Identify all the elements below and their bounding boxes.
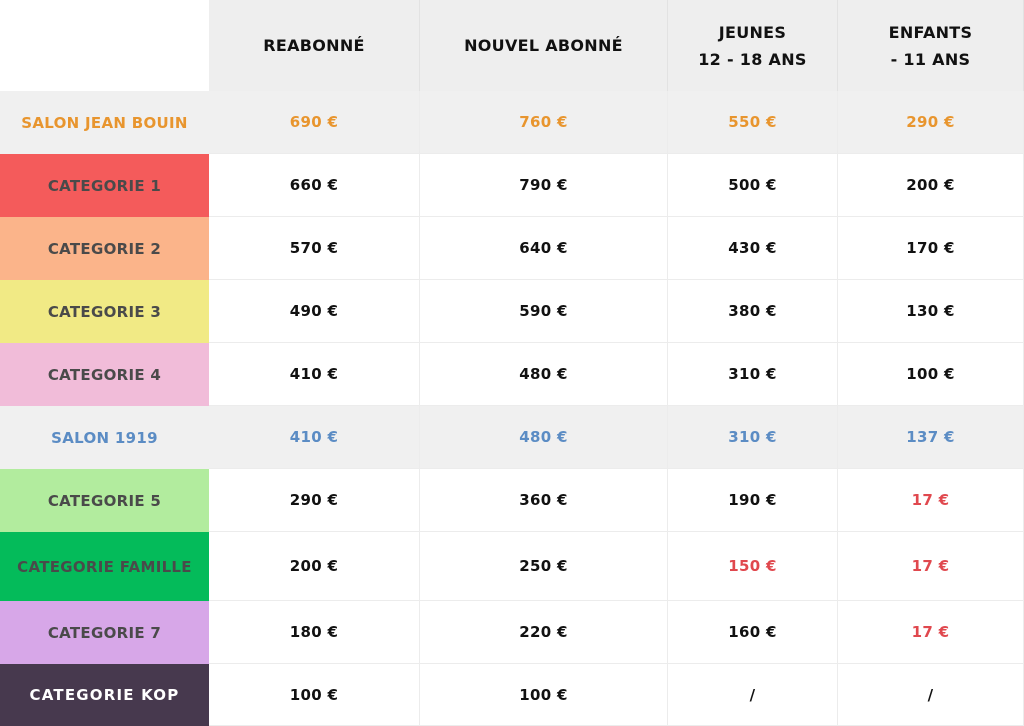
row-label-categorie-1: CATEGORIE 1 — [0, 154, 209, 217]
price-jeunes: 430 € — [668, 217, 838, 280]
row-label-categorie-kop: CATEGORIE KOP — [0, 664, 209, 726]
price-enfants: / — [838, 664, 1024, 726]
price-reabonne: 100 € — [209, 664, 420, 726]
price-nouvel-abonne: 640 € — [420, 217, 668, 280]
price-reabonne: 570 € — [209, 217, 420, 280]
header-corner — [0, 0, 209, 91]
price-enfants: 200 € — [838, 154, 1024, 217]
price-nouvel-abonne: 790 € — [420, 154, 668, 217]
price-nouvel-abonne: 480 € — [420, 343, 668, 406]
price-enfants: 100 € — [838, 343, 1024, 406]
price-nouvel-abonne: 360 € — [420, 469, 668, 532]
price-jeunes: 500 € — [668, 154, 838, 217]
price-jeunes: 310 € — [668, 343, 838, 406]
price-nouvel-abonne: 100 € — [420, 664, 668, 726]
row-label-categorie-5: CATEGORIE 5 — [0, 469, 209, 532]
price-reabonne: 200 € — [209, 532, 420, 601]
price-reabonne: 290 € — [209, 469, 420, 532]
price-nouvel-abonne: 480 € — [420, 406, 668, 469]
price-jeunes: 150 € — [668, 532, 838, 601]
header-enfants: ENFANTS - 11 ANS — [838, 0, 1024, 91]
row-label-categorie-2: CATEGORIE 2 — [0, 217, 209, 280]
price-enfants: 130 € — [838, 280, 1024, 343]
price-enfants: 170 € — [838, 217, 1024, 280]
price-nouvel-abonne: 590 € — [420, 280, 668, 343]
row-label-categorie-4: CATEGORIE 4 — [0, 343, 209, 406]
price-reabonne: 180 € — [209, 601, 420, 664]
price-reabonne: 410 € — [209, 343, 420, 406]
header-reabonne: REABONNÉ — [209, 0, 420, 91]
price-jeunes: / — [668, 664, 838, 726]
price-nouvel-abonne: 250 € — [420, 532, 668, 601]
price-nouvel-abonne: 220 € — [420, 601, 668, 664]
row-label-categorie-7: CATEGORIE 7 — [0, 601, 209, 664]
price-enfants: 17 € — [838, 601, 1024, 664]
price-reabonne: 690 € — [209, 91, 420, 154]
price-enfants: 17 € — [838, 532, 1024, 601]
row-label-salon-jean-bouin: SALON JEAN BOUIN — [0, 91, 209, 154]
price-reabonne: 410 € — [209, 406, 420, 469]
price-enfants: 137 € — [838, 406, 1024, 469]
price-jeunes: 380 € — [668, 280, 838, 343]
price-reabonne: 490 € — [209, 280, 420, 343]
header-jeunes: JEUNES 12 - 18 ANS — [668, 0, 838, 91]
price-enfants: 17 € — [838, 469, 1024, 532]
price-nouvel-abonne: 760 € — [420, 91, 668, 154]
price-jeunes: 550 € — [668, 91, 838, 154]
price-enfants: 290 € — [838, 91, 1024, 154]
price-jeunes: 310 € — [668, 406, 838, 469]
price-jeunes: 190 € — [668, 469, 838, 532]
row-label-categorie-famille: CATEGORIE FAMILLE — [0, 532, 209, 601]
row-label-salon-1919: SALON 1919 — [0, 406, 209, 469]
row-label-categorie-3: CATEGORIE 3 — [0, 280, 209, 343]
price-reabonne: 660 € — [209, 154, 420, 217]
price-jeunes: 160 € — [668, 601, 838, 664]
header-nouvel-abonne: NOUVEL ABONNÉ — [420, 0, 668, 91]
